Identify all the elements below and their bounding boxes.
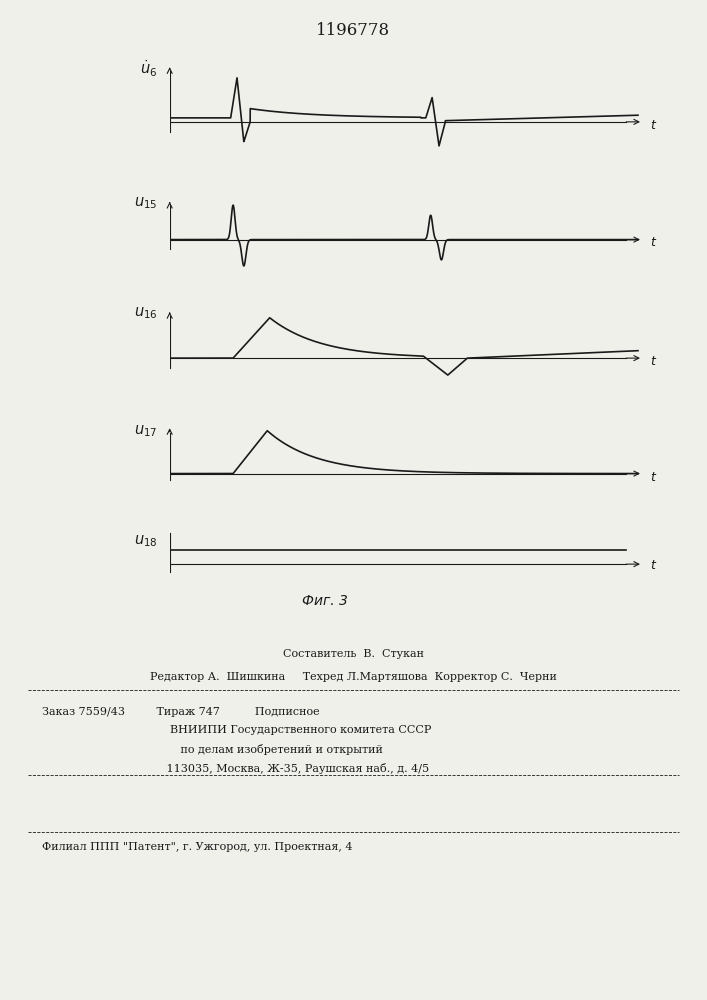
Text: Составитель  В.  Стукан: Составитель В. Стукан bbox=[283, 649, 424, 659]
Text: $u_{16}$: $u_{16}$ bbox=[134, 306, 158, 321]
Text: Филиал ППП "Патент", г. Ужгород, ул. Проектная, 4: Филиал ППП "Патент", г. Ужгород, ул. Про… bbox=[42, 842, 353, 852]
Text: $u_{18}$: $u_{18}$ bbox=[134, 533, 158, 549]
Text: $t$: $t$ bbox=[650, 355, 658, 368]
Text: 113035, Москва, Ж-35, Раушская наб., д. 4/5: 113035, Москва, Ж-35, Раушская наб., д. … bbox=[156, 763, 428, 774]
Text: $t$: $t$ bbox=[650, 471, 658, 484]
Text: $t$: $t$ bbox=[650, 236, 658, 249]
Text: Фиг. 3: Фиг. 3 bbox=[303, 594, 348, 608]
Text: $u_{15}$: $u_{15}$ bbox=[134, 195, 158, 211]
Text: ВНИИПИ Государственного комитета СССР: ВНИИПИ Государственного комитета СССР bbox=[156, 725, 431, 735]
Text: $t$: $t$ bbox=[650, 119, 658, 132]
Text: $\dot{u}_6$: $\dot{u}_6$ bbox=[140, 59, 158, 79]
Text: Редактор А.  Шишкина     Техред Л.Мартяшова  Корректор С.  Черни: Редактор А. Шишкина Техред Л.Мартяшова К… bbox=[150, 672, 557, 682]
Text: $u_{17}$: $u_{17}$ bbox=[134, 423, 158, 439]
Text: $t$: $t$ bbox=[650, 559, 658, 572]
Text: Заказ 7559/43         Тираж 747          Подписное: Заказ 7559/43 Тираж 747 Подписное bbox=[42, 707, 320, 717]
Text: по делам изобретений и открытий: по делам изобретений и открытий bbox=[156, 744, 382, 755]
Text: 1196778: 1196778 bbox=[317, 22, 390, 39]
